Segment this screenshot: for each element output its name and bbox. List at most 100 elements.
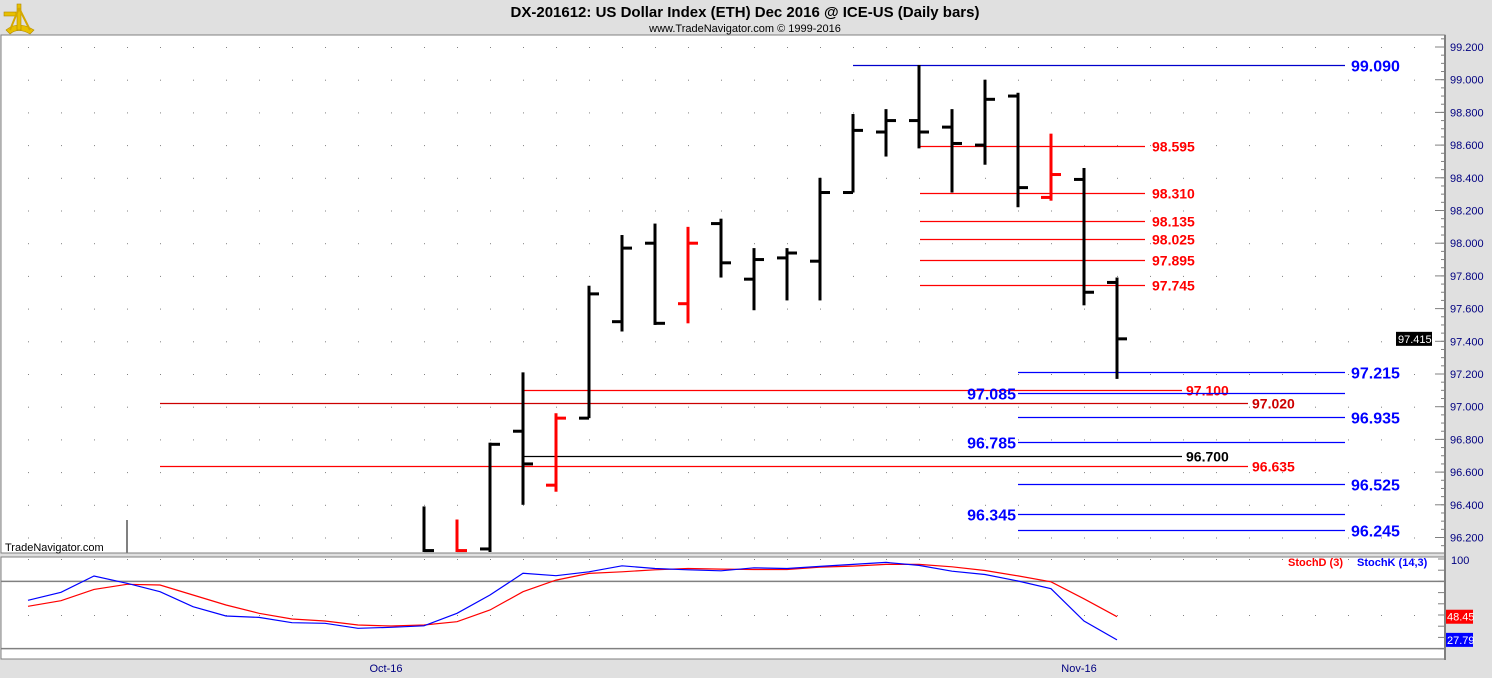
- grid-dot: [325, 145, 326, 147]
- grid-dot: [94, 341, 95, 343]
- grid-dot: [622, 210, 623, 212]
- grid-dot: [754, 504, 755, 506]
- grid-dot: [358, 615, 359, 616]
- grid-dot: [1051, 210, 1052, 212]
- grid-dot: [1381, 559, 1382, 560]
- grid-dot: [1381, 374, 1382, 375]
- grid-dot: [1216, 79, 1217, 81]
- grid-dot: [1150, 439, 1151, 441]
- grid-dot: [853, 537, 854, 539]
- grid-dot: [1150, 537, 1151, 539]
- grid-dot: [1018, 559, 1019, 560]
- grid-dot: [985, 243, 986, 245]
- grid-dot: [391, 504, 392, 506]
- grid-dot: [523, 145, 524, 147]
- grid-dot: [94, 615, 95, 616]
- axis-label: 99.000: [1450, 75, 1484, 87]
- bar-open-tick: [744, 277, 754, 281]
- last-value-badge: [1446, 632, 1473, 647]
- grid-dot: [556, 79, 557, 81]
- grid-dot: [655, 145, 656, 147]
- grid-dot: [292, 79, 293, 81]
- grid-dot: [688, 177, 689, 179]
- grid-dot: [292, 472, 293, 474]
- grid-dot: [193, 308, 194, 310]
- grid-dot: [1315, 559, 1316, 560]
- grid-dot: [61, 537, 62, 539]
- bar-open-tick: [843, 191, 853, 195]
- grid-dot: [952, 243, 953, 245]
- axis-label: 97.000: [1450, 402, 1484, 414]
- grid-dot: [94, 177, 95, 179]
- grid-dot: [721, 341, 722, 343]
- grid-dot: [1414, 177, 1415, 179]
- ohlc-bar: [744, 248, 764, 311]
- grid-dot: [1249, 177, 1250, 179]
- grid-dot: [1282, 145, 1283, 147]
- grid-dot: [160, 439, 161, 441]
- grid-dot: [127, 615, 128, 616]
- grid-dot: [1282, 374, 1283, 375]
- bar-close-tick: [721, 261, 731, 265]
- grid-dot: [457, 243, 458, 245]
- grid-dot: [1381, 439, 1382, 441]
- grid-dot: [61, 439, 62, 441]
- bar-close-tick: [1117, 337, 1127, 341]
- grid-dot: [193, 243, 194, 245]
- ohlc-bar: [1041, 133, 1061, 201]
- grid-dot: [94, 472, 95, 474]
- grid-dot: [226, 504, 227, 506]
- grid-dot: [589, 537, 590, 539]
- grid-dot: [424, 341, 425, 343]
- axis-label: 96.600: [1450, 467, 1484, 479]
- grid-dot: [1051, 537, 1052, 539]
- grid-dot: [985, 439, 986, 441]
- grid-dot: [1249, 308, 1250, 310]
- grid-dot: [193, 177, 194, 179]
- grid-dot: [886, 439, 887, 441]
- bar-close-tick: [688, 241, 698, 245]
- grid-dot: [358, 112, 359, 114]
- grid-dot: [1150, 79, 1151, 81]
- grid-dot: [1414, 112, 1415, 114]
- bar-close-tick: [985, 97, 995, 101]
- grid-dot: [853, 275, 854, 277]
- grid-dot: [160, 615, 161, 616]
- grid-dot: [1348, 243, 1349, 245]
- grid-dot: [193, 210, 194, 212]
- grid-dot: [490, 145, 491, 147]
- grid-dot: [589, 504, 590, 506]
- grid-dot: [853, 341, 854, 343]
- stochd-legend: StochD (3): [1288, 557, 1343, 569]
- bar-open-tick: [480, 547, 490, 551]
- grid-dot: [490, 308, 491, 310]
- grid-dot: [1051, 559, 1052, 560]
- bar-close-tick: [919, 130, 929, 134]
- stochastic-panel: 48.45 27.79: [1, 558, 1475, 650]
- grid-dot: [754, 615, 755, 616]
- grid-dot: [259, 341, 260, 343]
- grid-dot: [886, 615, 887, 616]
- grid-dot: [886, 406, 887, 408]
- axis-label: 97.200: [1450, 369, 1484, 381]
- level-label: 96.785: [967, 435, 1016, 452]
- grid-dot: [1315, 472, 1316, 474]
- grid-dot: [1249, 472, 1250, 474]
- grid-dot: [259, 537, 260, 539]
- ohlc-bar: [422, 506, 434, 553]
- grid-dot: [391, 112, 392, 114]
- grid-dot: [1150, 374, 1151, 375]
- grid-dot: [754, 47, 755, 48]
- grid-dot: [94, 308, 95, 310]
- grid-dot: [160, 341, 161, 343]
- grid-dot: [1117, 504, 1118, 506]
- grid-dot: [589, 145, 590, 147]
- grid-dot: [853, 615, 854, 616]
- grid-dot: [655, 79, 656, 81]
- stoch-pane: [0, 556, 1446, 660]
- grid-dot: [919, 308, 920, 310]
- grid-dot: [556, 177, 557, 179]
- grid-dot: [358, 504, 359, 506]
- grid-dot: [1381, 615, 1382, 616]
- grid-dot: [325, 79, 326, 81]
